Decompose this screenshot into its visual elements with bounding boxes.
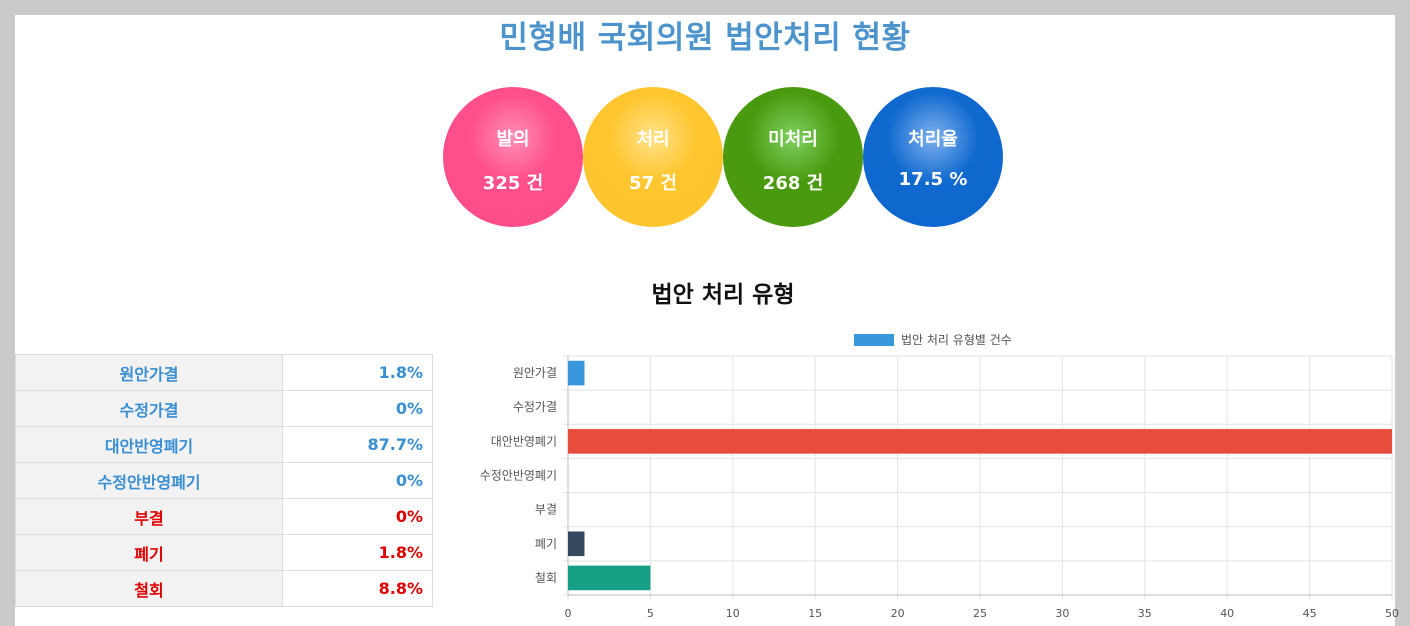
stat-value: 325 건 bbox=[482, 173, 544, 194]
stat-label: 미처리 bbox=[768, 129, 818, 150]
x-tick-label: 40 bbox=[1220, 607, 1234, 620]
table-row: 수정안반영폐기 0% bbox=[15, 462, 433, 499]
type-table: 원안가결 1.8% 수정가결 0% 대안반영폐기 87.7% 수정안반영폐기 0… bbox=[15, 354, 433, 607]
type-percent: 87.7% bbox=[282, 426, 433, 463]
table-row: 부결 0% bbox=[15, 498, 433, 535]
table-row: 철회 8.8% bbox=[15, 570, 433, 607]
x-tick-label: 20 bbox=[891, 607, 905, 620]
y-tick-label: 폐기 bbox=[535, 537, 557, 551]
x-tick-label: 10 bbox=[726, 607, 740, 620]
type-percent: 8.8% bbox=[282, 570, 433, 607]
type-percent: 0% bbox=[282, 498, 433, 535]
bar bbox=[568, 429, 1392, 454]
table-row: 수정가결 0% bbox=[15, 390, 433, 427]
stat-circle-rate: 처리율 17.5 % bbox=[863, 87, 1003, 227]
y-tick-label: 수정안반영폐기 bbox=[480, 469, 557, 483]
section-title: 법안 처리 유형 bbox=[651, 282, 795, 308]
y-tick-label: 부결 bbox=[535, 503, 557, 517]
type-percent: 0% bbox=[282, 462, 433, 499]
table-row: 원안가결 1.8% bbox=[15, 354, 433, 391]
type-name: 폐기 bbox=[15, 534, 283, 571]
type-percent: 0% bbox=[282, 390, 433, 427]
bar bbox=[568, 531, 585, 557]
x-tick-label: 30 bbox=[1055, 607, 1069, 620]
stat-label: 발의 bbox=[496, 129, 530, 150]
x-tick-label: 50 bbox=[1385, 607, 1399, 620]
y-tick-label: 수정가결 bbox=[513, 400, 557, 414]
type-name: 대안반영폐기 bbox=[15, 426, 283, 463]
y-tick-label: 원안가결 bbox=[513, 366, 557, 380]
x-tick-label: 15 bbox=[808, 607, 822, 620]
stat-value: 57 건 bbox=[629, 173, 677, 194]
type-name: 부결 bbox=[15, 498, 283, 535]
x-tick-label: 5 bbox=[647, 607, 654, 620]
type-percent: 1.8% bbox=[282, 354, 433, 391]
stat-circle-processed: 처리 57 건 bbox=[583, 87, 723, 227]
x-tick-label: 25 bbox=[973, 607, 987, 620]
x-tick-label: 45 bbox=[1303, 607, 1317, 620]
table-row: 폐기 1.8% bbox=[15, 534, 433, 571]
legend-label: 법안 처리 유형별 건수 bbox=[901, 333, 1012, 347]
stat-value: 268 건 bbox=[762, 173, 824, 194]
bar bbox=[568, 360, 585, 386]
stat-label: 처리 bbox=[636, 129, 670, 150]
page-title: 민형배 국회의원 법안처리 현황 bbox=[499, 20, 911, 56]
stat-circle-proposed: 발의 325 건 bbox=[443, 87, 583, 227]
legend-swatch bbox=[854, 334, 894, 346]
stat-circle-unprocessed: 미처리 268 건 bbox=[723, 87, 863, 227]
bar bbox=[568, 565, 651, 591]
table-row: 대안반영폐기 87.7% bbox=[15, 426, 433, 463]
type-bar-chart: 법안 처리 유형별 건수 0 5 10 15 20 25 30 35 40 45 50 원안가결수정가결… bbox=[480, 333, 1399, 620]
type-name: 수정안반영폐기 bbox=[15, 462, 283, 499]
type-name: 원안가결 bbox=[15, 354, 283, 391]
stat-value: 17.5 % bbox=[898, 169, 968, 190]
type-percent: 1.8% bbox=[282, 534, 433, 571]
stat-label: 처리율 bbox=[908, 129, 958, 150]
y-tick-label: 대안반영폐기 bbox=[491, 434, 557, 448]
type-name: 수정가결 bbox=[15, 390, 283, 427]
x-tick-label: 35 bbox=[1138, 607, 1152, 620]
type-name: 철회 bbox=[15, 570, 283, 607]
y-tick-label: 철회 bbox=[535, 571, 557, 585]
x-tick-label: 0 bbox=[565, 607, 572, 620]
